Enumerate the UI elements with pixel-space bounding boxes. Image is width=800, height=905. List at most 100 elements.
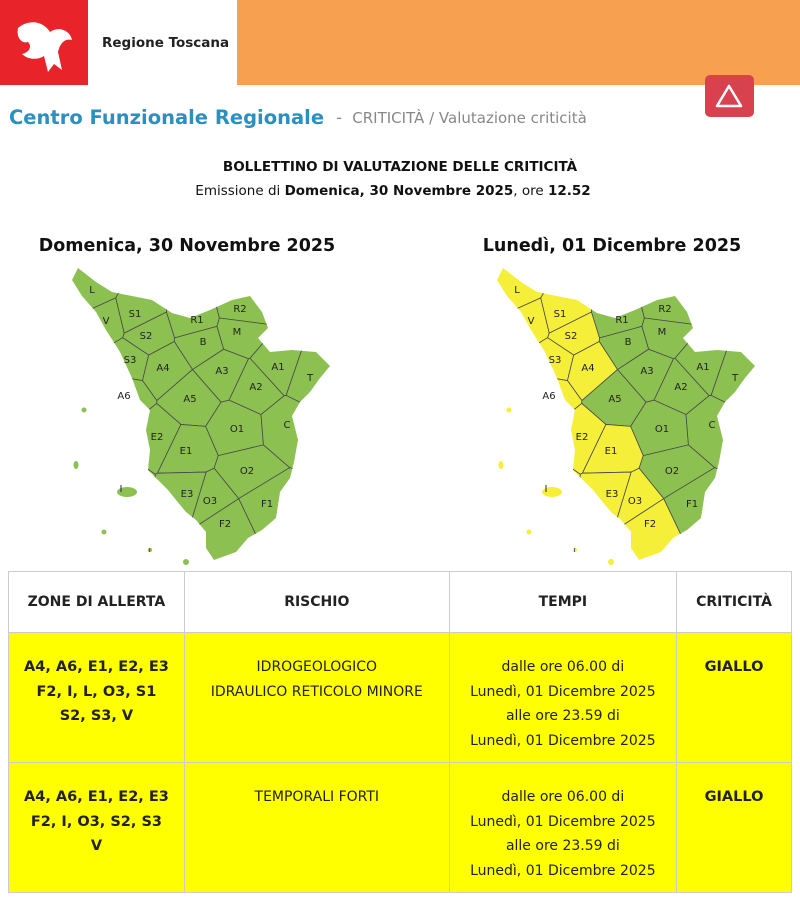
map-title: Domenica, 30 Novembre 2025	[39, 236, 335, 256]
zone-label: A4	[156, 363, 169, 374]
zone-label: L	[89, 285, 95, 296]
zone-label: I	[545, 484, 548, 495]
table-row: A4, A6, E1, E2, E3 F2, I, L, O3, S1 S2, S3…	[8, 632, 792, 763]
map-zones	[72, 268, 330, 565]
emission-prefix: Emissione di	[195, 183, 280, 199]
cell-line: Lunedì, 01 Dicembre 2025	[470, 813, 656, 830]
table-body: A4, A6, E1, E2, E3 F2, I, L, O3, S1 S2, S3…	[8, 632, 792, 893]
zone-area	[72, 368, 158, 443]
zone-label: O1	[655, 424, 669, 435]
logo-horse	[17, 22, 72, 72]
zone-area	[497, 297, 550, 378]
zone-label: A3	[215, 366, 228, 377]
zone-label: R1	[615, 315, 628, 326]
table-cell: IDROGEOLOGICO IDRAULICO RETICOLO MINORE	[183, 632, 450, 763]
column-header: CRITICITÀ	[676, 571, 792, 633]
zone-label: L	[514, 285, 520, 296]
zone-label: V	[103, 316, 110, 327]
zone-label: B	[200, 337, 207, 348]
zone-label: A1	[271, 362, 284, 373]
cell-line: alle ore 23.59 di	[505, 708, 620, 724]
zone-area	[497, 368, 583, 443]
zone-label: A2	[249, 382, 262, 393]
zone-label: E1	[180, 446, 193, 457]
zone-label: E2	[576, 432, 589, 443]
zone-label: F1	[261, 499, 273, 510]
cell-line: F2, I, O3, S2, S3	[30, 813, 162, 830]
table-cell: dalle ore 06.00 di Lunedì, 01 Dicembre 20…	[448, 762, 678, 893]
zone-label: B	[625, 337, 632, 348]
zone-label: A5	[183, 394, 196, 405]
zone-label: A1	[696, 362, 709, 373]
table-cell: A4, A6, E1, E2, E3 F2, I, L, O3, S1 S2, S3…	[8, 632, 185, 763]
zone-label: C	[284, 420, 291, 431]
zone-label: S3	[549, 355, 562, 366]
table-cell: A4, A6, E1, E2, E3 F2, I, O3, S2, S3 V	[8, 762, 185, 893]
zone-label: A6	[542, 391, 555, 402]
zone-label: E3	[606, 489, 619, 500]
column-header: TEMPI	[448, 571, 678, 633]
breadcrumb: Centro Funzionale Regionale - CRITICITÀ …	[9, 106, 587, 129]
header-row: ZONE DI ALLERTA RISCHIO TEMPI CRITICITÀ	[8, 571, 792, 633]
alert-button[interactable]	[705, 75, 754, 117]
emission-mid: , ore	[513, 183, 543, 199]
cell-line: alle ore 23.59 di	[505, 838, 620, 854]
zone-label: R2	[658, 304, 671, 315]
map-zones	[497, 268, 755, 565]
zone-label: O2	[665, 466, 679, 477]
emission: Emissione di Domenica, 30 Novembre 2025,…	[195, 183, 590, 199]
zone-label: F2	[644, 519, 656, 530]
zone-label: S2	[565, 331, 578, 342]
cell-line: IDRAULICO RETICOLO MINORE	[210, 683, 423, 700]
emission-date: Domenica, 30 Novembre 2025	[285, 183, 514, 199]
cell-line: S2, S3, V	[59, 708, 134, 724]
cell-line: GIALLO	[704, 659, 764, 675]
zone-label: M	[233, 327, 242, 338]
table-row: A4, A6, E1, E2, E3 F2, I, O3, S2, S3 V TEMP…	[8, 762, 792, 893]
alert-icon	[715, 84, 743, 108]
table-cell: GIALLO	[676, 632, 792, 763]
cell-line: dalle ore 06.00 di	[501, 789, 625, 805]
breadcrumb-title: Centro Funzionale Regionale	[9, 106, 324, 129]
zone-label: A6	[117, 391, 130, 402]
map: L V S1 S2 S3 R1 R2 M B A4 A3 A1 A2 T A6 A5 O1 C E2 E1 O2 E3 O3…	[497, 268, 755, 565]
table-cell: GIALLO	[676, 762, 792, 893]
zone-area	[626, 268, 755, 327]
zone-label: O3	[203, 496, 217, 507]
column-header: ZONE DI ALLERTA	[8, 571, 185, 633]
cell-line: Lunedì, 01 Dicembre 2025	[470, 683, 656, 700]
zone-label: E3	[181, 489, 194, 500]
zone-label: I	[120, 484, 123, 495]
cell-line: dalle ore 06.00 di	[501, 659, 625, 675]
brand: Regione Toscana	[102, 35, 229, 51]
table-cell: TEMPORALI FORTI	[183, 762, 450, 893]
alert-table: ZONE DI ALLERTA RISCHIO TEMPI CRITICITÀ A4,…	[8, 571, 792, 893]
zone-label: T	[306, 373, 314, 384]
zone-label: O1	[230, 424, 244, 435]
emission-time: 12.52	[548, 183, 591, 199]
zone-area	[72, 439, 156, 565]
zone-label: C	[709, 420, 716, 431]
breadcrumb-path[interactable]: CRITICITÀ / Valutazione criticità	[352, 108, 587, 127]
map-title: Lunedì, 01 Dicembre 2025	[483, 236, 741, 256]
zone-label: A4	[581, 363, 594, 374]
table-cell: dalle ore 06.00 di Lunedì, 01 Dicembre 20…	[448, 632, 678, 763]
zone-area	[72, 297, 125, 378]
map: L V S1 S2 S3 R1 R2 M B A4 A3 A1 A2 T A6 A5 O1 C E2 E1 O2 E3 O3…	[72, 268, 330, 565]
zone-area	[201, 268, 330, 327]
cell-line: V	[90, 838, 103, 854]
bulletin-title: BOLLETTINO DI VALUTAZIONE DELLE CRITICIT…	[223, 158, 578, 175]
cell-line: TEMPORALI FORTI	[254, 789, 380, 805]
zone-label: S1	[554, 309, 567, 320]
zone-area	[497, 439, 581, 565]
cell-line: GIALLO	[704, 789, 764, 805]
column-header: RISCHIO	[183, 571, 450, 633]
cell-line: F2, I, L, O3, S1	[36, 683, 157, 700]
zone-label: S3	[124, 355, 137, 366]
zone-label: E2	[151, 432, 164, 443]
zone-label: F1	[686, 499, 698, 510]
zone-label: O3	[628, 496, 642, 507]
zone-label: A5	[608, 394, 621, 405]
